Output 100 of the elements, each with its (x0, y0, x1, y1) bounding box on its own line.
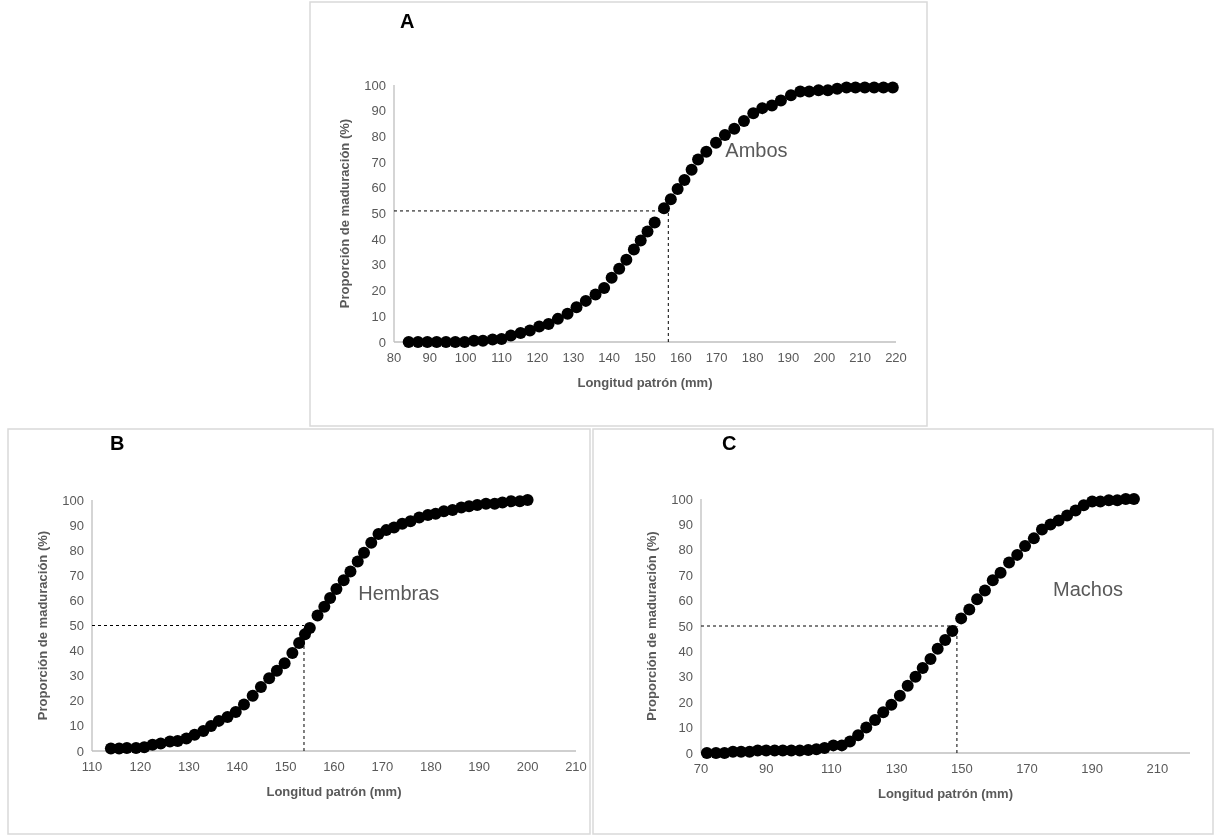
y-tick-label: 10 (69, 718, 84, 734)
point (1011, 548, 1024, 561)
x-tick-label: 140 (598, 350, 620, 365)
y-axis-title: Proporción de maduración (%) (35, 530, 50, 721)
x-tick-label: 190 (468, 759, 491, 774)
x-tick-label: 110 (491, 350, 512, 365)
y-axis-title: Proporción de maduración (%) (337, 118, 352, 309)
x-tick-label: 90 (758, 761, 774, 776)
point (589, 288, 602, 301)
y-tick-label: 100 (62, 492, 84, 508)
y-tick-label: 20 (371, 283, 386, 299)
point (784, 89, 797, 102)
y-tick-label: 70 (69, 567, 84, 583)
y-tick-label: 70 (371, 154, 386, 170)
x-tick-label: 140 (226, 759, 249, 774)
point (504, 329, 517, 342)
y-tick-label: 0 (378, 334, 386, 350)
point (718, 129, 731, 142)
y-tick-label: 0 (76, 743, 84, 759)
x-axis-title: Longitud patrón (mm) (266, 784, 402, 799)
x-tick-label: 180 (419, 759, 442, 774)
point (886, 81, 899, 94)
y-tick-label: 20 (678, 694, 693, 710)
point (358, 546, 371, 559)
point (909, 670, 922, 683)
y-tick-label: 50 (678, 618, 693, 634)
point (627, 243, 640, 256)
point (1003, 556, 1016, 569)
y-tick-label: 50 (69, 618, 84, 633)
point (685, 163, 698, 176)
point (1027, 532, 1040, 545)
x-tick-label: 170 (705, 350, 728, 365)
chart-title: B (110, 432, 125, 454)
y-tick-label: 90 (69, 517, 84, 533)
point (971, 593, 984, 606)
series-label: Hembras (358, 582, 440, 605)
point (869, 713, 882, 726)
point (885, 698, 898, 711)
point (747, 107, 760, 120)
y-tick-label: 40 (69, 643, 84, 659)
x-tick-label: 180 (741, 350, 764, 365)
point (692, 153, 705, 166)
point (756, 102, 769, 115)
y-tick-label: 80 (69, 542, 84, 558)
point (365, 536, 378, 549)
point (254, 681, 267, 693)
point (893, 689, 906, 702)
y-tick-label: 50 (371, 206, 386, 221)
x-tick-label: 150 (634, 350, 656, 365)
x-tick-label: 200 (813, 350, 836, 365)
point (598, 282, 611, 295)
point (852, 729, 865, 742)
point (700, 145, 713, 158)
x-tick-label: 160 (323, 759, 345, 774)
point (994, 566, 1007, 579)
point (877, 706, 890, 719)
point (324, 591, 337, 604)
point (860, 721, 873, 734)
point (955, 612, 968, 625)
point (620, 253, 633, 266)
point (605, 271, 618, 284)
y-tick-label: 100 (364, 77, 386, 93)
x-tick-label: 130 (562, 350, 585, 365)
y-tick-label: 0 (685, 745, 693, 761)
x-tick-label: 110 (81, 759, 103, 774)
x-tick-label: 70 (693, 761, 709, 776)
point (728, 122, 741, 135)
point (924, 653, 937, 666)
x-tick-label: 190 (1081, 761, 1104, 776)
y-tick-label: 20 (69, 693, 84, 709)
x-tick-label: 160 (670, 350, 692, 365)
x-tick-label: 120 (526, 350, 549, 365)
x-tick-label: 110 (821, 761, 842, 776)
point (551, 312, 564, 325)
x-axis-title: Longitud patrón (mm) (577, 375, 713, 390)
x-tick-label: 210 (565, 759, 587, 774)
point (963, 603, 976, 616)
y-tick-label: 40 (371, 231, 386, 247)
point (542, 318, 555, 331)
point (641, 225, 654, 238)
y-tick-label: 30 (69, 668, 84, 684)
point (664, 193, 677, 206)
point (678, 174, 691, 187)
point (710, 136, 722, 149)
point (278, 657, 291, 670)
point (671, 183, 684, 196)
point (351, 555, 364, 568)
point (246, 689, 259, 702)
point (344, 565, 357, 578)
x-tick-label: 150 (274, 759, 297, 774)
y-tick-label: 60 (371, 180, 386, 196)
point (579, 294, 592, 307)
point (634, 234, 647, 247)
x-tick-label: 100 (454, 350, 477, 365)
x-tick-label: 220 (885, 350, 907, 365)
y-tick-label: 100 (671, 491, 693, 507)
series-label: Machos (1053, 577, 1124, 600)
point (318, 600, 331, 613)
point (613, 262, 626, 275)
y-tick-label: 70 (678, 567, 693, 583)
